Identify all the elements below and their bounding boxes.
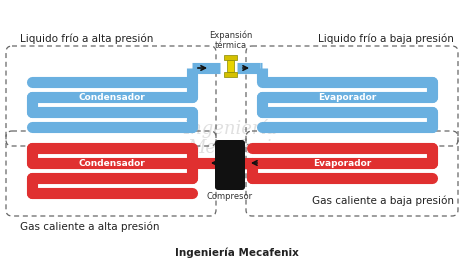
FancyBboxPatch shape xyxy=(227,60,234,72)
Text: Gas caliente a baja presión: Gas caliente a baja presión xyxy=(312,195,454,206)
Text: Liquido frío a alta presión: Liquido frío a alta presión xyxy=(20,34,154,44)
Text: Mecafenix: Mecafenix xyxy=(188,139,283,157)
Text: Ingeniería: Ingeniería xyxy=(183,118,277,138)
Text: Compresor: Compresor xyxy=(207,192,253,201)
Text: Evaporador: Evaporador xyxy=(318,93,376,102)
Text: Liquido frío a baja presión: Liquido frío a baja presión xyxy=(318,34,454,44)
FancyBboxPatch shape xyxy=(224,55,237,60)
Text: Expansión
térmica: Expansión térmica xyxy=(210,30,253,50)
Text: Condensador: Condensador xyxy=(79,93,146,102)
Text: Gas caliente a alta presión: Gas caliente a alta presión xyxy=(20,222,159,232)
Text: Condensador: Condensador xyxy=(79,159,146,168)
Text: Evaporador: Evaporador xyxy=(313,159,371,168)
FancyBboxPatch shape xyxy=(224,72,237,77)
FancyBboxPatch shape xyxy=(215,140,245,190)
Text: Ingeniería Mecafenix: Ingeniería Mecafenix xyxy=(175,248,299,258)
